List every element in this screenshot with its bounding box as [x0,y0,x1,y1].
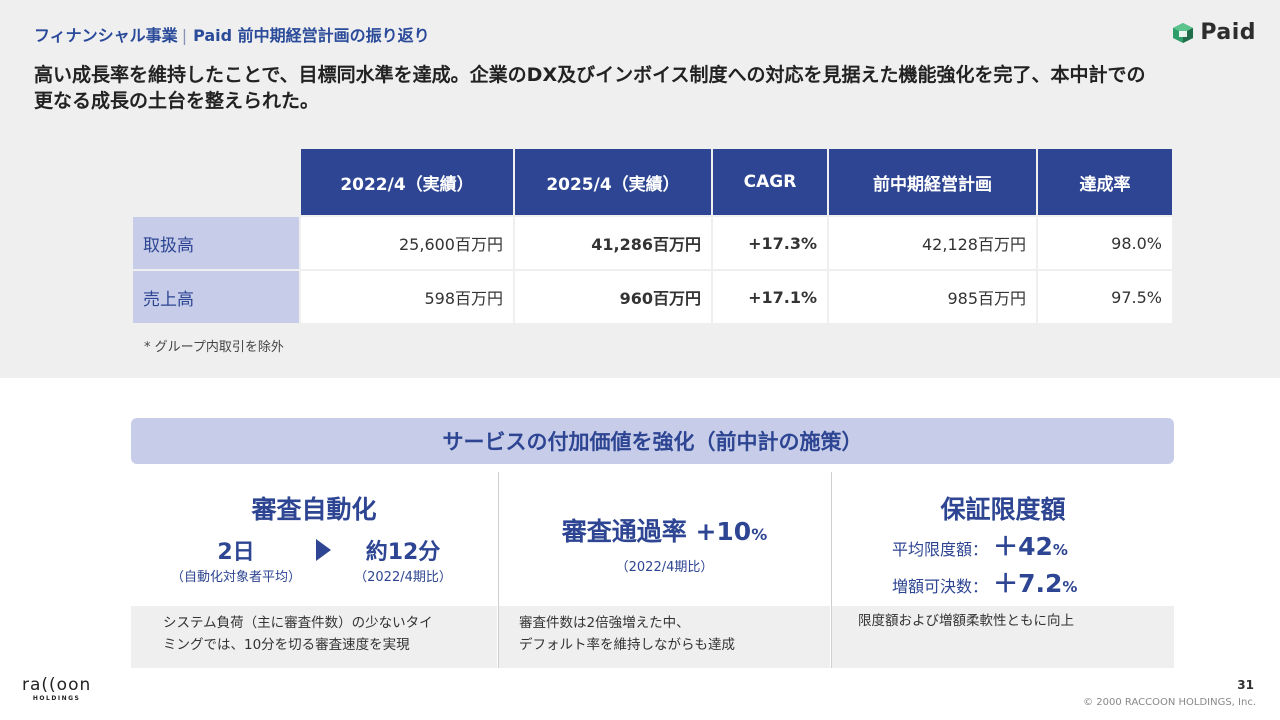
automation-before-sub: （自動化対象者平均） [170,570,301,585]
cell-plan: 985百万円 [829,271,1036,323]
average-limit-metric: 平均限度額： ＋42% [892,527,1068,563]
section-name: フィナンシャル事業 [34,26,178,45]
service-guarantee-limit: 保証限度額 平均限度額： ＋42% 増額可決数： ＋7.2% 限度額および増額柔… [832,472,1174,668]
guarantee-limit-title: 保証限度額 [940,495,1066,524]
cell-2025: 960百万円 [515,271,711,323]
description-line: デフォルト率を維持しながらも達成 [519,637,735,653]
paid-logo-text: Paid [1200,20,1256,45]
automation-after-sub: （2022/4期比） [354,570,452,585]
metric-pct: % [1062,578,1078,596]
table-corner [133,149,299,215]
header-separator: | [181,26,188,45]
automation-after-value: 約12分 [365,540,441,565]
description-line: 限度額および増額柔軟性ともに向上 [858,613,1074,629]
column-divider [831,472,832,668]
service-automation: 審査自動化 2日 （自動化対象者平均） 約12分 （2022/4期比） システム… [131,472,497,668]
table-footnote: * グループ内取引を除外 [144,340,284,355]
column-header: CAGR [713,149,827,215]
approval-rate-text: 審査通過率 +10 [561,517,752,546]
automation-description: システム負荷（主に審査件数）の少ないタイ ミングでは、10分を切る審査速度を実現 [131,606,497,668]
column-header: 達成率 [1038,149,1172,215]
approval-rate-description: 審査件数は2倍強増えた中、 デフォルト率を維持しながらも達成 [499,606,830,668]
table-header-row: 2022/4（実績） 2025/4（実績） CAGR 前中期経営計画 達成率 [133,149,1172,215]
services-title: サービスの付加価値を強化（前中計の施策） [131,418,1174,464]
cell-plan: 42,128百万円 [829,217,1036,269]
description-line: 審査件数は2倍強増えた中、 [519,615,690,631]
column-divider [498,472,499,668]
row-label: 売上高 [133,271,299,323]
table-row: 売上高 598百万円 960百万円 +17.1% 985百万円 97.5% [133,271,1172,323]
raccoon-logo-text: ra((oon [22,675,92,695]
column-header: 2025/4（実績） [515,149,711,215]
cell-2022: 25,600百万円 [301,217,513,269]
increase-approvals-metric: 増額可決数： ＋7.2% [892,564,1077,600]
service-approval-rate: 審査通過率 +10% （2022/4期比） 審査件数は2倍強増えた中、 デフォル… [499,472,830,668]
cell-rate: 97.5% [1038,271,1172,323]
approval-rate-pct: % [751,525,768,544]
page-title: Paid 前中期経営計画の振り返り [193,26,430,45]
cell-rate: 98.0% [1038,217,1172,269]
copyright: © 2000 RACCOON HOLDINGS, Inc. [1083,697,1256,708]
raccoon-holdings-logo: ra((oon HOLDINGS [22,675,91,702]
column-header: 前中期経営計画 [829,149,1036,215]
guarantee-limit-description: 限度額および増額柔軟性ともに向上 [832,606,1174,668]
headline: 高い成長率を維持したことで、目標同水準を達成。企業のDX及びインボイス制度への対… [34,64,1146,112]
approval-rate-title: 審査通過率 +10% [499,512,830,548]
cell-2022: 598百万円 [301,271,513,323]
kpi-table: 2022/4（実績） 2025/4（実績） CAGR 前中期経営計画 達成率 取… [131,147,1174,325]
cell-cagr: +17.3% [713,217,827,269]
page-header: フィナンシャル事業 | Paid 前中期経営計画の振り返り [34,22,430,46]
metric-value: ＋42 [993,532,1053,561]
automation-before-value: 2日 [217,540,255,565]
paid-logo: Paid [1172,20,1256,45]
metric-pct: % [1052,541,1068,559]
approval-rate-sub: （2022/4期比） [615,560,714,575]
metric-label: 平均限度額： [892,540,989,559]
metric-value: ＋7.2 [993,569,1063,598]
description-line: ミングでは、10分を切る審査速度を実現 [163,637,410,653]
column-header: 2022/4（実績） [301,149,513,215]
automation-title: 審査自動化 [251,495,377,524]
raccoon-logo-sub: HOLDINGS [32,695,81,702]
cell-cagr: +17.1% [713,271,827,323]
row-label: 取扱高 [133,217,299,269]
page-number: 31 [1237,678,1254,692]
metric-label: 増額可決数： [892,577,989,596]
paid-logo-icon [1173,22,1194,43]
arrow-right-icon [316,539,331,561]
description-line: システム負荷（主に審査件数）の少ないタイ [163,615,433,631]
cell-2025: 41,286百万円 [515,217,711,269]
table-row: 取扱高 25,600百万円 41,286百万円 +17.3% 42,128百万円… [133,217,1172,269]
